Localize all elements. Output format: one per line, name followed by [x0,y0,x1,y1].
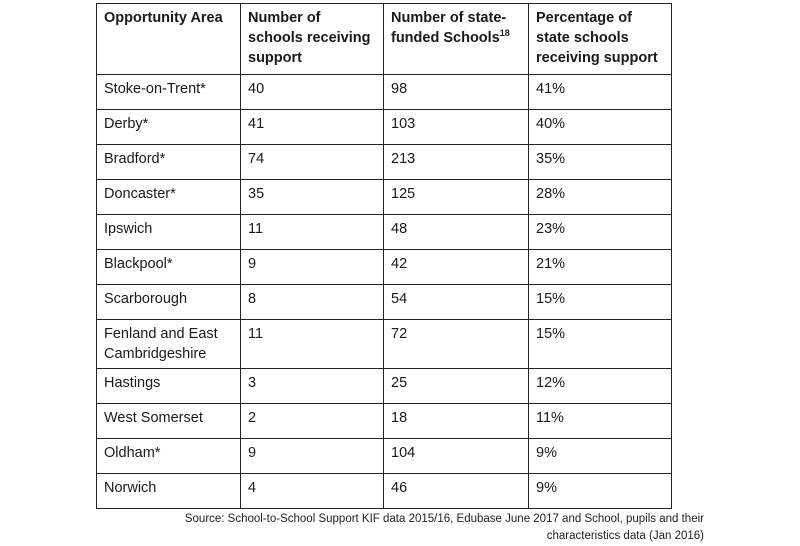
table-row: West Somerset 2 18 11% [96,403,672,439]
table-row: Ipswich 11 48 23% [96,214,672,250]
table-body: Stoke-on-Trent* 40 98 41% Derby* 41 103 … [96,74,672,509]
table-row: Derby* 41 103 40% [96,109,672,145]
cell-percentage: 23% [528,214,672,250]
header-state-funded-label: Number of state-funded Schools [391,10,507,46]
table-row: Hastings 3 25 12% [96,368,672,404]
cell-supported: 11 [240,319,384,369]
source-line-2: characteristics data (Jan 2016) [546,530,704,542]
cell-area: Norwich [96,473,241,509]
table-row: Bradford* 74 213 35% [96,144,672,180]
cell-percentage: 12% [528,368,672,404]
footnote-marker: 18 [499,28,510,39]
header-state-funded-schools: Number of state-funded Schools18 [383,3,529,75]
cell-state-funded: 48 [383,214,529,250]
cell-percentage: 35% [528,144,672,180]
cell-supported: 3 [240,368,384,404]
cell-supported: 35 [240,179,384,215]
cell-supported: 4 [240,473,384,509]
cell-supported: 9 [240,249,384,285]
source-note: Source: School-to-School Support KIF dat… [84,511,704,545]
cell-supported: 8 [240,284,384,320]
cell-state-funded: 125 [383,179,529,215]
table-row: Norwich 4 46 9% [96,473,672,509]
table-row: Doncaster* 35 125 28% [96,179,672,215]
cell-state-funded: 54 [383,284,529,320]
cell-supported: 2 [240,403,384,439]
header-opportunity-area: Opportunity Area [96,3,241,75]
table-row: Scarborough 8 54 15% [96,284,672,320]
cell-area: Ipswich [96,214,241,250]
cell-state-funded: 18 [383,403,529,439]
cell-state-funded: 46 [383,473,529,509]
cell-area: West Somerset [96,403,241,439]
cell-percentage: 11% [528,403,672,439]
cell-percentage: 41% [528,74,672,110]
opportunity-areas-table: Opportunity Area Number of schools recei… [96,3,672,509]
cell-supported: 74 [240,144,384,180]
header-row: Opportunity Area Number of schools recei… [96,3,672,75]
cell-state-funded: 98 [383,74,529,110]
cell-supported: 41 [240,109,384,145]
cell-percentage: 9% [528,438,672,474]
cell-area: Fenland and East Cambridgeshire [96,319,241,369]
cell-percentage: 28% [528,179,672,215]
header-schools-receiving-support: Number of schools receiving support [240,3,384,75]
cell-area: Hastings [96,368,241,404]
cell-area: Doncaster* [96,179,241,215]
cell-area: Blackpool* [96,249,241,285]
cell-supported: 9 [240,438,384,474]
cell-area: Derby* [96,109,241,145]
cell-percentage: 21% [528,249,672,285]
cell-supported: 11 [240,214,384,250]
cell-area: Scarborough [96,284,241,320]
table-row: Fenland and East Cambridgeshire 11 72 15… [96,319,672,369]
source-line-1: Source: School-to-School Support KIF dat… [184,513,704,525]
cell-percentage: 15% [528,284,672,320]
cell-area: Stoke-on-Trent* [96,74,241,110]
cell-state-funded: 72 [383,319,529,369]
table-header: Opportunity Area Number of schools recei… [96,3,672,75]
cell-state-funded: 25 [383,368,529,404]
cell-state-funded: 103 [383,109,529,145]
cell-percentage: 40% [528,109,672,145]
cell-supported: 40 [240,74,384,110]
table-row: Oldham* 9 104 9% [96,438,672,474]
table-row: Blackpool* 9 42 21% [96,249,672,285]
cell-state-funded: 213 [383,144,529,180]
cell-state-funded: 42 [383,249,529,285]
cell-percentage: 15% [528,319,672,369]
cell-area: Oldham* [96,438,241,474]
header-percentage-receiving-support: Percentage of state schools receiving su… [528,3,672,75]
cell-area: Bradford* [96,144,241,180]
cell-percentage: 9% [528,473,672,509]
cell-state-funded: 104 [383,438,529,474]
table-row: Stoke-on-Trent* 40 98 41% [96,74,672,110]
